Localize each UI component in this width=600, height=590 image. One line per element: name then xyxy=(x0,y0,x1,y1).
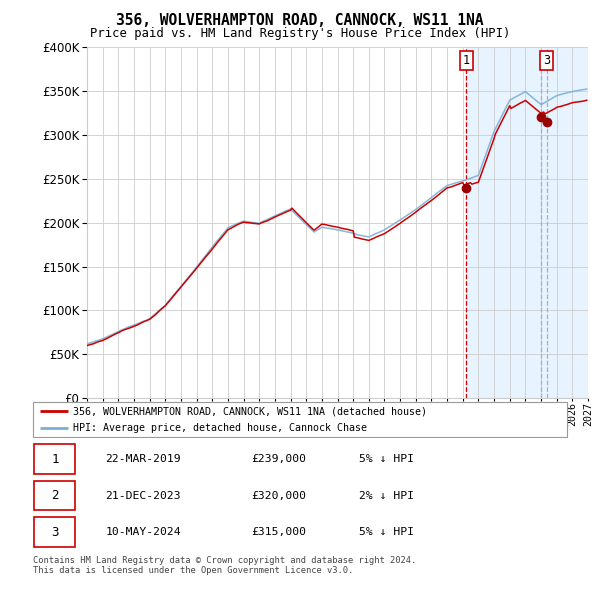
Text: 10-MAY-2024: 10-MAY-2024 xyxy=(106,527,181,537)
Text: 3: 3 xyxy=(543,54,550,67)
Bar xyxy=(466,47,588,398)
FancyBboxPatch shape xyxy=(34,481,75,510)
Text: 2% ↓ HPI: 2% ↓ HPI xyxy=(359,491,415,500)
FancyBboxPatch shape xyxy=(34,444,75,474)
Text: 356, WOLVERHAMPTON ROAD, CANNOCK, WS11 1NA: 356, WOLVERHAMPTON ROAD, CANNOCK, WS11 1… xyxy=(116,13,484,28)
Text: 356, WOLVERHAMPTON ROAD, CANNOCK, WS11 1NA (detached house): 356, WOLVERHAMPTON ROAD, CANNOCK, WS11 1… xyxy=(73,406,427,416)
Text: £320,000: £320,000 xyxy=(251,491,307,500)
FancyBboxPatch shape xyxy=(33,402,568,437)
Text: 3: 3 xyxy=(51,526,59,539)
Text: Price paid vs. HM Land Registry's House Price Index (HPI): Price paid vs. HM Land Registry's House … xyxy=(90,27,510,40)
Text: Contains HM Land Registry data © Crown copyright and database right 2024.
This d: Contains HM Land Registry data © Crown c… xyxy=(33,556,416,575)
Text: 2: 2 xyxy=(51,489,59,502)
Text: £315,000: £315,000 xyxy=(251,527,307,537)
Text: 21-DEC-2023: 21-DEC-2023 xyxy=(106,491,181,500)
Text: 1: 1 xyxy=(51,453,59,466)
Text: 1: 1 xyxy=(463,54,470,67)
FancyBboxPatch shape xyxy=(34,517,75,547)
Text: 22-MAR-2019: 22-MAR-2019 xyxy=(106,454,181,464)
Text: HPI: Average price, detached house, Cannock Chase: HPI: Average price, detached house, Cann… xyxy=(73,423,367,433)
Bar xyxy=(562,47,588,398)
Text: £239,000: £239,000 xyxy=(251,454,307,464)
Text: 5% ↓ HPI: 5% ↓ HPI xyxy=(359,454,415,464)
Text: 5% ↓ HPI: 5% ↓ HPI xyxy=(359,527,415,537)
